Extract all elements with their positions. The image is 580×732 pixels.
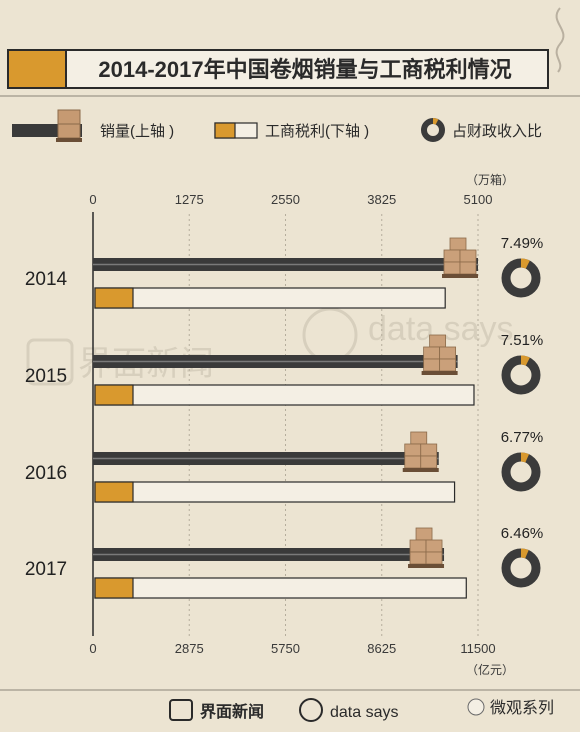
- footer-brand-2: data says: [330, 704, 398, 721]
- tax-bar-cap: [94, 481, 134, 503]
- box-piece: [459, 249, 477, 263]
- category-label: 2016: [25, 463, 67, 484]
- top-axis-ticks: 0 1275 2550 3825 5100: [89, 192, 492, 207]
- box-piece: [404, 443, 422, 457]
- cigarette-box-icon: [408, 527, 445, 568]
- top-tick-label: 3825: [367, 192, 396, 207]
- row-2014: 2014 7.49%: [25, 235, 544, 309]
- box-piece: [404, 455, 422, 469]
- data-rows: 2014 7.49% 2015 7.51% 2016 6.77% 2017 6.46%: [25, 235, 544, 599]
- title-frame: [7, 49, 549, 89]
- ratio-donut-slice: [520, 258, 530, 269]
- ratio-label: 6.46%: [501, 525, 544, 542]
- ratio-donut-slice: [520, 355, 530, 366]
- title-bar: 2014-2017年中国卷烟销量与工商税利情况: [7, 49, 549, 89]
- box-piece: [409, 551, 427, 565]
- tax-bar: [94, 481, 456, 503]
- tax-bar: [94, 384, 475, 406]
- legend-tax-label: 工商税利(下轴 ): [265, 123, 369, 140]
- tax-bar-cap: [94, 577, 134, 599]
- box-piece: [449, 237, 467, 251]
- footer: 界面新闻 data says 微观系列: [0, 689, 580, 722]
- legend-donut-accent: [432, 118, 439, 125]
- cigarette-box-icon: [402, 431, 439, 472]
- box-piece: [425, 551, 443, 565]
- box-piece: [439, 346, 457, 360]
- category-label: 2015: [25, 366, 67, 387]
- ratio-label: 7.51%: [501, 332, 544, 349]
- top-tick-label: 1275: [175, 192, 204, 207]
- box-piece: [410, 431, 428, 445]
- bottom-tick-label: 2875: [175, 641, 204, 656]
- box-piece: [443, 249, 461, 263]
- box-piece: [423, 346, 441, 360]
- box-pallet: [402, 468, 439, 472]
- legend-box-icon: [56, 109, 82, 142]
- cigarette-box-icon: [442, 237, 478, 278]
- tax-bar: [94, 287, 446, 309]
- box-piece: [459, 261, 477, 275]
- bottom-tick-label: 8625: [367, 641, 396, 656]
- top-tick-label: 2550: [271, 192, 300, 207]
- ratio-donut-slice: [520, 548, 529, 559]
- bottom-tick-label: 11500: [460, 641, 495, 656]
- box-pallet: [408, 564, 445, 568]
- box-piece: [420, 443, 438, 457]
- box-piece: [415, 527, 433, 541]
- bottom-axis-unit: （亿元）: [466, 662, 514, 677]
- tax-bar: [94, 577, 467, 599]
- legend-sales-label: 销量(上轴 ): [100, 123, 174, 140]
- row-2016: 2016 6.77%: [25, 429, 544, 503]
- top-tick-label: 0: [89, 192, 96, 207]
- watermark-logo-icon: [26, 338, 74, 386]
- footer-datasays-icon: [299, 698, 323, 722]
- legend: 销量(上轴 ) 工商税利(下轴 ) 占财政收入比: [12, 109, 542, 142]
- legend-tax-fill: [214, 122, 236, 139]
- watermark: 界面新闻 data says: [26, 307, 514, 386]
- footer-wechat: 微观系列: [490, 699, 554, 717]
- cigarette-box-icon: [421, 334, 458, 375]
- category-label: 2014: [25, 269, 68, 290]
- ratio-donut-slice: [520, 452, 530, 463]
- smoke-icon: [555, 7, 565, 73]
- box-piece: [423, 358, 441, 372]
- bottom-tick-label: 0: [89, 641, 96, 656]
- ratio-label: 7.49%: [501, 235, 544, 252]
- footer-brand-1: 界面新闻: [200, 702, 264, 721]
- box-pallet: [421, 371, 458, 375]
- top-axis-unit: （万箱）: [466, 172, 514, 187]
- box-piece: [425, 539, 443, 553]
- box-piece: [409, 539, 427, 553]
- box-piece: [420, 455, 438, 469]
- footer-logo-icon: [169, 699, 193, 721]
- top-tick-label: 5100: [464, 192, 493, 207]
- category-label: 2017: [25, 559, 67, 580]
- tax-bar-cap: [94, 384, 134, 406]
- bottom-axis-ticks: 0 2875 5750 8625 11500: [89, 641, 495, 656]
- wechat-icon: [467, 698, 485, 716]
- ratio-label: 6.77%: [501, 429, 544, 446]
- gridlines: [188, 214, 479, 636]
- legend-ratio-label: 占财政收入比: [452, 123, 542, 140]
- box-piece: [443, 261, 461, 275]
- tax-bar-cap: [94, 287, 134, 309]
- title-accent: [7, 49, 67, 89]
- box-pallet: [442, 274, 478, 278]
- bottom-tick-label: 5750: [271, 641, 300, 656]
- box-piece: [429, 334, 447, 348]
- row-2017: 2017 6.46%: [25, 525, 544, 599]
- chart-title: 2014-2017年中国卷烟销量与工商税利情况: [98, 57, 511, 82]
- box-piece: [439, 358, 457, 372]
- row-2015: 2015 7.51%: [25, 332, 544, 406]
